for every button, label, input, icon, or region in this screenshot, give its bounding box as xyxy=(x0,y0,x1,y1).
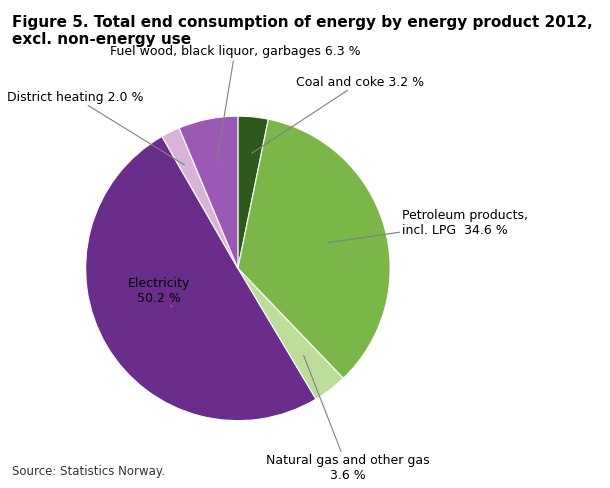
Wedge shape xyxy=(179,116,238,268)
Text: Source: Statistics Norway.: Source: Statistics Norway. xyxy=(12,465,165,478)
Text: Fuel wood, black liquor, garbages 6.3 %: Fuel wood, black liquor, garbages 6.3 % xyxy=(110,45,360,162)
Text: Electricity
50.2 %: Electricity 50.2 % xyxy=(127,277,190,307)
Text: Figure 5. Total end consumption of energy by energy product 2012,
excl. non-ener: Figure 5. Total end consumption of energ… xyxy=(12,15,593,47)
Wedge shape xyxy=(238,116,268,268)
Wedge shape xyxy=(238,268,343,399)
Wedge shape xyxy=(238,119,390,378)
Wedge shape xyxy=(162,128,238,268)
Text: Coal and coke 3.2 %: Coal and coke 3.2 % xyxy=(252,76,424,153)
Text: Natural gas and other gas
3.6 %: Natural gas and other gas 3.6 % xyxy=(266,356,429,482)
Text: District heating 2.0 %: District heating 2.0 % xyxy=(7,91,184,165)
Wedge shape xyxy=(85,137,316,421)
Text: Petroleum products,
incl. LPG  34.6 %: Petroleum products, incl. LPG 34.6 % xyxy=(328,209,528,243)
